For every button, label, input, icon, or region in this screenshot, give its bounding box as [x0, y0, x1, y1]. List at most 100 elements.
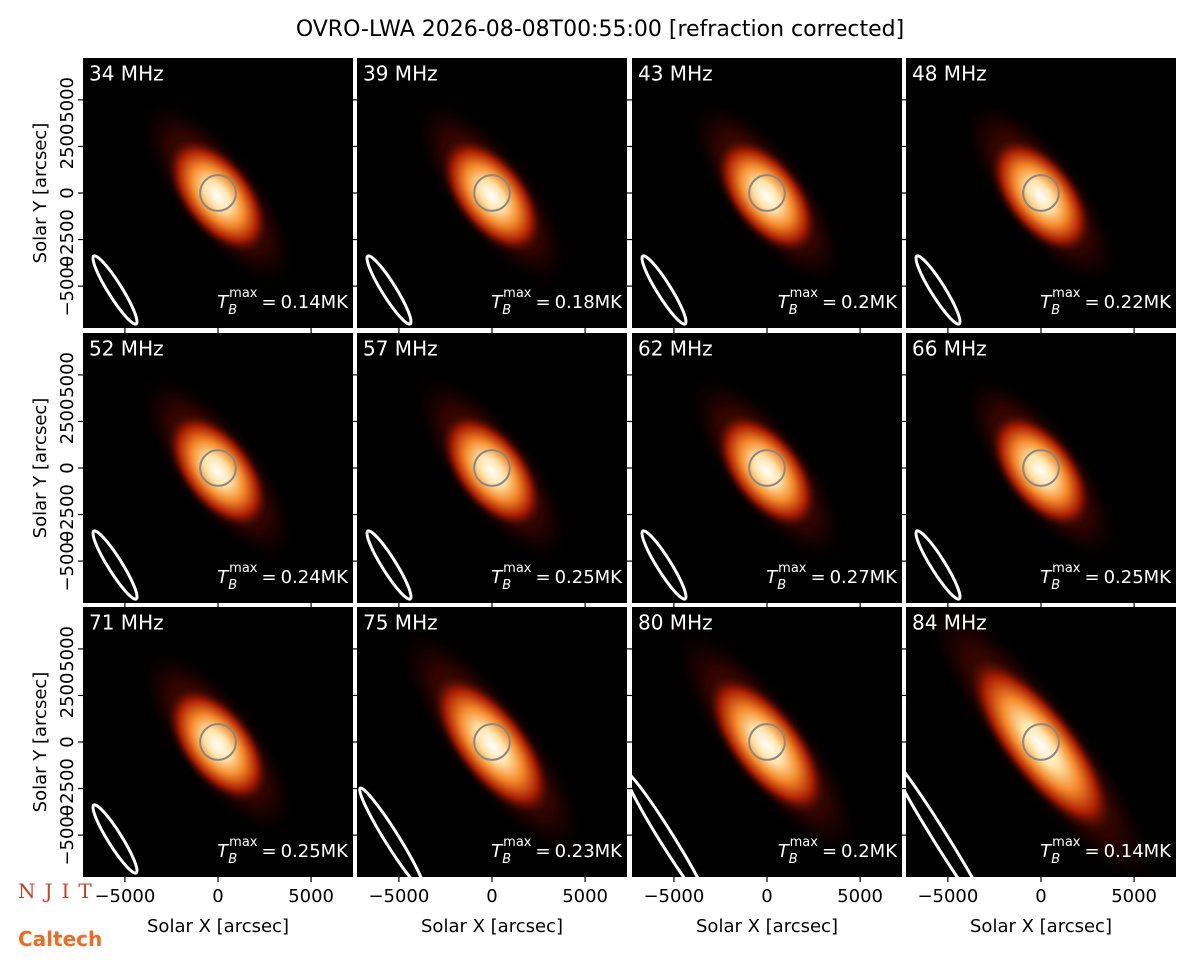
solar-disk	[473, 174, 511, 212]
tb-sup: max	[503, 286, 532, 301]
beam	[906, 752, 996, 877]
tb-max-annotation: TBmax = 0.14MK	[217, 286, 349, 318]
tb-sup: max	[1052, 561, 1081, 576]
tb-eq: =	[822, 292, 837, 313]
frequency-label: 66 MHz	[912, 337, 987, 361]
tb-value: 0.25MK	[1104, 567, 1173, 588]
emission-core	[165, 410, 271, 531]
solar-disk	[199, 723, 237, 761]
panel	[357, 58, 627, 328]
panel	[357, 607, 627, 877]
tb-symbol: T	[217, 292, 230, 313]
tb-sup: max	[778, 561, 807, 576]
panel	[83, 333, 353, 603]
panel	[632, 58, 902, 328]
tb-sub: B	[502, 578, 511, 593]
frequency-label: 34 MHz	[89, 62, 164, 86]
frequency-label: 62 MHz	[638, 337, 713, 361]
frequency-label: 52 MHz	[89, 337, 164, 361]
panel	[83, 58, 353, 328]
figure-title: OVRO-LWA 2026-08-08T00:55:00 [refraction…	[296, 17, 904, 42]
tb-symbol: T	[1040, 292, 1053, 313]
tb-eq: =	[1084, 567, 1099, 588]
logo: Caltech	[18, 927, 102, 951]
y-tick-label: −2500	[57, 209, 78, 270]
tb-symbol: T	[491, 567, 504, 588]
beam	[365, 529, 413, 601]
tb-sub: B	[789, 303, 798, 318]
x-axis-label: Solar X [arcsec]	[421, 916, 563, 937]
tb-sup: max	[503, 835, 532, 850]
tb-eq: =	[261, 292, 276, 313]
tb-sub: B	[502, 852, 511, 867]
frequency-label: 75 MHz	[363, 611, 438, 635]
y-tick-label: −5000	[57, 256, 78, 317]
frequency-label: 84 MHz	[912, 611, 987, 635]
tb-eq: =	[822, 841, 837, 862]
tb-max-annotation: TBmax = 0.25MK	[491, 561, 623, 593]
tb-max-annotation: TBmax = 0.2MK	[778, 835, 899, 867]
tb-max-annotation: TBmax = 0.25MK	[217, 835, 349, 867]
tb-max-annotation: TBmax = 0.23MK	[491, 835, 623, 867]
solar-disk	[199, 449, 237, 487]
emission-core	[714, 135, 820, 256]
tb-value: 0.2MK	[841, 292, 898, 313]
emission-core	[430, 671, 554, 818]
tb-value: 0.18MK	[555, 292, 624, 313]
solar-disk	[748, 174, 786, 212]
tb-eq: =	[261, 841, 276, 862]
x-tick-label: 0	[761, 886, 772, 907]
tb-symbol: T	[217, 841, 230, 862]
frequency-label: 39 MHz	[363, 62, 438, 86]
emission-core	[705, 671, 829, 818]
beam	[914, 529, 962, 601]
tb-sup: max	[790, 286, 819, 301]
tb-max-annotation: TBmax = 0.14MK	[1040, 835, 1172, 867]
solar-disk	[1022, 174, 1060, 212]
tb-value: 0.27MK	[830, 567, 899, 588]
tb-sup: max	[229, 286, 258, 301]
emission-core	[165, 135, 271, 256]
x-axis-label: Solar X [arcsec]	[970, 916, 1112, 937]
beam	[91, 254, 139, 326]
tb-sub: B	[228, 303, 237, 318]
x-tick-label: 5000	[837, 886, 883, 907]
y-tick-label: 0	[57, 187, 78, 198]
tb-sub: B	[1051, 852, 1060, 867]
panel	[632, 333, 902, 603]
tb-value: 0.22MK	[1104, 292, 1173, 313]
emission-core	[714, 410, 820, 531]
tb-sub: B	[502, 303, 511, 318]
panel	[83, 607, 353, 877]
tb-sub: B	[228, 578, 237, 593]
frequency-label: 48 MHz	[912, 62, 987, 86]
x-tick-label: −5000	[368, 886, 429, 907]
y-tick-label: 5000	[57, 77, 78, 123]
y-tick-label: 5000	[57, 626, 78, 672]
y-tick-label: 2500	[57, 399, 78, 445]
beam	[365, 254, 413, 326]
tb-eq: =	[535, 841, 550, 862]
beam	[914, 254, 962, 326]
panel	[906, 333, 1176, 603]
tb-sub: B	[1051, 578, 1060, 593]
x-tick-label: 0	[486, 886, 497, 907]
frequency-label: 57 MHz	[363, 337, 438, 361]
tb-sup: max	[503, 561, 532, 576]
tb-symbol: T	[491, 841, 504, 862]
frequency-label: 43 MHz	[638, 62, 713, 86]
solar-disk	[748, 723, 786, 761]
solar-disk	[748, 449, 786, 487]
y-tick-label: 2500	[57, 124, 78, 170]
tb-eq: =	[261, 567, 276, 588]
x-tick-label: 0	[1035, 886, 1046, 907]
logo: NJIT	[18, 879, 101, 903]
tb-eq: =	[535, 567, 550, 588]
beam	[91, 529, 139, 601]
tb-value: 0.14MK	[1104, 841, 1173, 862]
tb-symbol: T	[778, 841, 791, 862]
emission-core	[965, 653, 1116, 837]
solar-disk	[473, 449, 511, 487]
frequency-label: 71 MHz	[89, 611, 164, 635]
